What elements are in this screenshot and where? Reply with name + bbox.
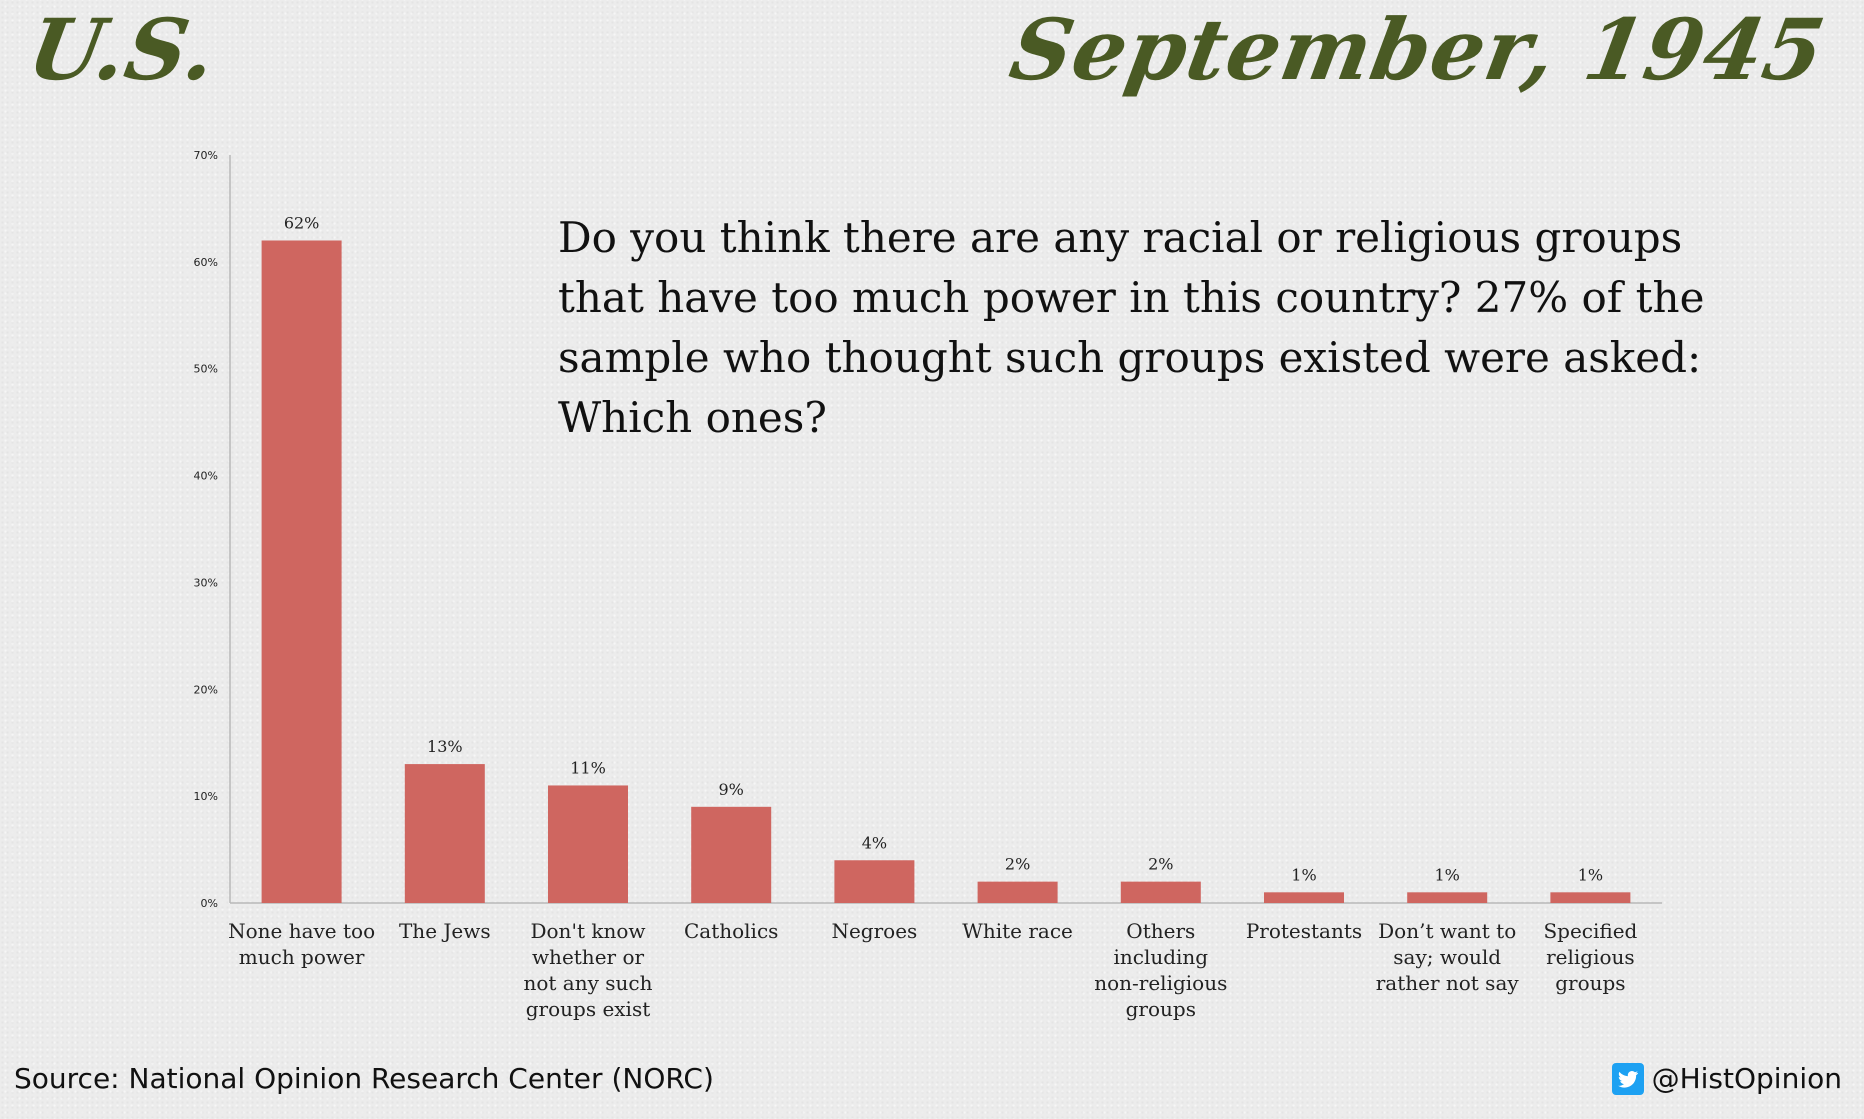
- y-tick-label: 50%: [194, 363, 218, 376]
- survey-question: Do you think there are any racial or rel…: [558, 213, 1705, 442]
- bar: [548, 785, 628, 903]
- x-tick-label: Negroes: [831, 919, 917, 943]
- x-tick-label: much power: [239, 945, 365, 969]
- x-tick-label: Specified: [1543, 919, 1637, 943]
- bar: [1120, 881, 1201, 903]
- x-tick-label: whether or: [532, 945, 645, 969]
- bar: [1550, 892, 1631, 903]
- data-label: 2%: [1005, 855, 1030, 874]
- x-tick-label: not any such: [523, 971, 652, 995]
- x-tick-label: groups exist: [526, 997, 651, 1021]
- x-tick-label: Don't know: [530, 919, 645, 943]
- x-tick-label: non-religious: [1094, 971, 1227, 995]
- y-tick-label: 40%: [194, 470, 218, 483]
- data-label: 62%: [284, 213, 320, 232]
- bar: [977, 881, 1058, 903]
- x-tick-label: White race: [962, 919, 1073, 943]
- x-tick-label: None have too: [228, 919, 375, 943]
- bar: [404, 764, 485, 903]
- bar: [1407, 892, 1488, 903]
- data-label: 9%: [719, 780, 744, 799]
- bar: [691, 806, 772, 903]
- x-tick-label: Protestants: [1246, 919, 1362, 943]
- data-label: 1%: [1291, 865, 1316, 884]
- y-tick-label: 30%: [194, 576, 218, 589]
- y-tick-label: 60%: [194, 256, 218, 269]
- y-tick-label: 70%: [194, 149, 218, 162]
- x-tick-label: Don’t want to: [1378, 919, 1516, 943]
- data-label: 11%: [570, 758, 606, 777]
- bar: [261, 240, 342, 903]
- x-tick-label: The Jews: [399, 919, 491, 943]
- x-tick-label: say; would: [1393, 945, 1501, 969]
- x-tick-label: groups: [1555, 971, 1625, 995]
- y-tick-label: 10%: [194, 790, 218, 803]
- x-tick-label: Others: [1126, 919, 1195, 943]
- data-label: 1%: [1578, 865, 1603, 884]
- twitter-handle-text: @HistOpinion: [1651, 1062, 1842, 1095]
- x-tick-label: religious: [1546, 945, 1635, 969]
- data-label: 1%: [1435, 865, 1460, 884]
- y-tick-label: 20%: [194, 683, 218, 696]
- data-label: 4%: [862, 833, 887, 852]
- x-tick-label: rather not say: [1376, 971, 1520, 995]
- twitter-handle[interactable]: @HistOpinion: [1611, 1062, 1842, 1095]
- twitter-icon: [1611, 1062, 1644, 1095]
- x-tick-label: groups: [1126, 997, 1196, 1021]
- x-tick-label: including: [1113, 945, 1208, 969]
- y-tick-label: 0%: [201, 897, 218, 910]
- data-label: 2%: [1148, 855, 1173, 874]
- source-note: Source: National Opinion Research Center…: [14, 1062, 714, 1095]
- bar: [834, 860, 915, 903]
- bar: [1264, 892, 1344, 903]
- data-label: 13%: [427, 737, 463, 756]
- x-tick-label: Catholics: [684, 919, 778, 943]
